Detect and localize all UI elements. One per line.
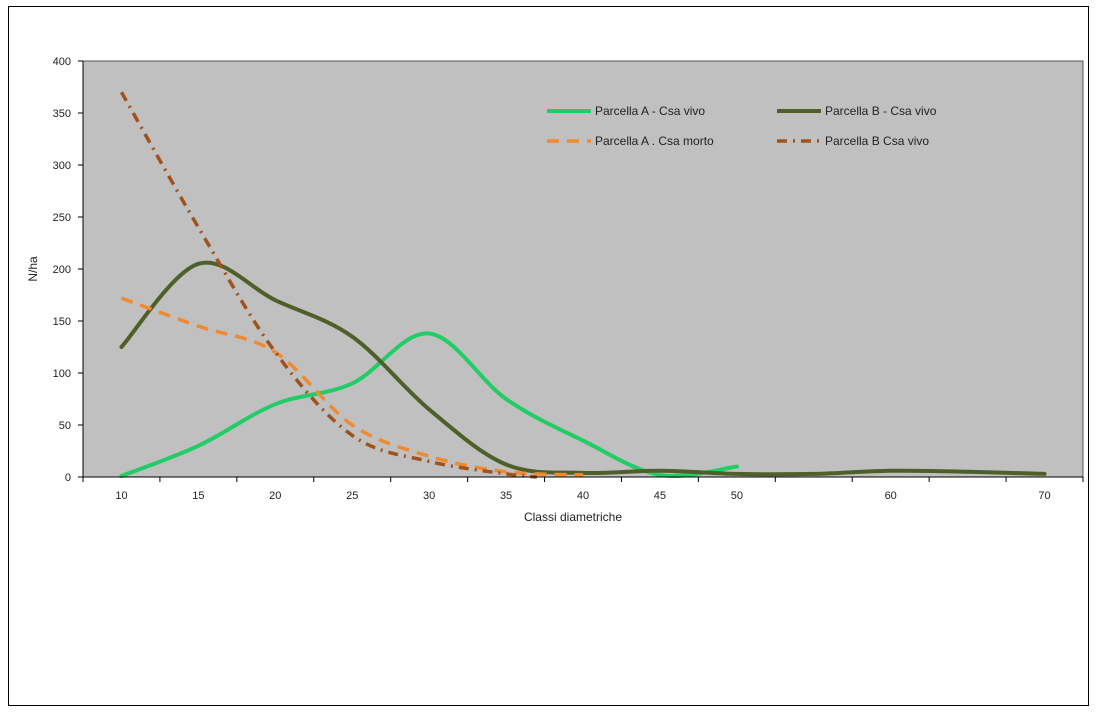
series-line-3	[120, 296, 584, 477]
x-axis-ticks: 10 15 20 25 30 35 40 45 50 60 70	[82, 477, 1084, 502]
x-tick-label: 40	[577, 490, 589, 502]
y-tick-label: 250	[53, 212, 71, 224]
y-tick-label: 100	[53, 368, 71, 380]
y-tick-label: 50	[59, 420, 71, 432]
x-tick-label: 60	[885, 490, 897, 502]
y-tick-label: 150	[53, 316, 71, 328]
y-axis-ticks: 0 50 100 150 200 250 300 350 400	[53, 56, 83, 484]
y-tick-label: 300	[53, 160, 71, 172]
x-tick-label: 50	[731, 490, 743, 502]
legend-label-4: Parcella B Csa vivo	[825, 134, 929, 148]
x-tick-label: 10	[115, 490, 127, 502]
chart-frame: 0 50 100 150 200 250 300 350 400 10 15 20 25 30 35 40 4…	[8, 6, 1089, 706]
y-tick-label: 0	[65, 472, 71, 484]
series-line-2	[119, 260, 1047, 477]
y-tick-label: 350	[53, 108, 71, 120]
series-line-1	[119, 331, 739, 478]
x-tick-label: 15	[192, 490, 204, 502]
line-chart: 0 50 100 150 200 250 300 350 400 10 15 20 25 30 35 40 4…	[26, 56, 1084, 524]
x-tick-label: 25	[346, 490, 358, 502]
x-tick-label: 45	[654, 490, 666, 502]
x-axis-label: Classi diametriche	[524, 510, 622, 524]
legend: Parcella A - Csa vivo Parcella B - Csa vi…	[547, 104, 937, 148]
legend-label-2: Parcella B - Csa vivo	[825, 104, 937, 118]
y-tick-label: 200	[53, 264, 71, 276]
x-tick-label: 70	[1038, 490, 1050, 502]
legend-label-3: Parcella A . Csa morto	[595, 134, 714, 148]
axes	[82, 61, 1083, 478]
legend-label-1: Parcella A - Csa vivo	[595, 104, 705, 118]
y-tick-label: 400	[53, 56, 71, 68]
y-axis-label: N/ha	[26, 256, 40, 282]
series-layer	[119, 91, 1047, 479]
x-tick-label: 30	[423, 490, 435, 502]
plot-area	[82, 60, 1084, 478]
x-tick-label: 35	[500, 490, 512, 502]
x-tick-label: 20	[269, 490, 281, 502]
